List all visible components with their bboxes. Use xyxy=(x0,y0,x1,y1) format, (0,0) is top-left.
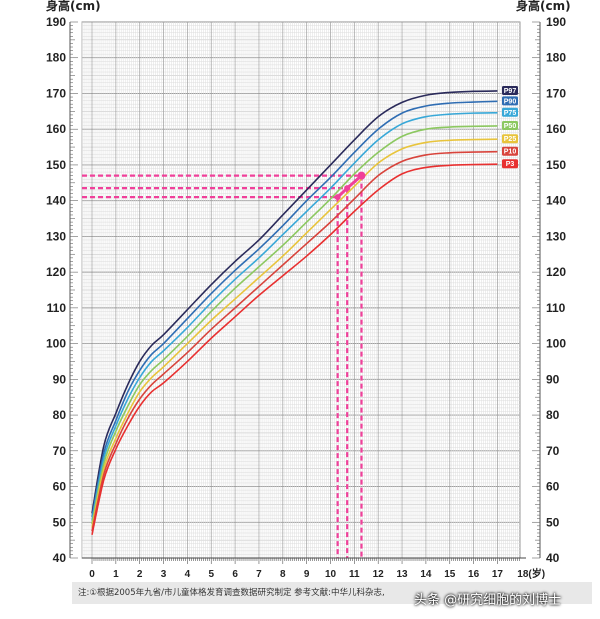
y-tick-label-left: 190 xyxy=(46,15,66,29)
y-tick-label-right: 170 xyxy=(546,86,566,100)
label-box-p25 xyxy=(502,134,518,144)
x-tick-label: 14 xyxy=(420,569,432,580)
x-tick-label: 13 xyxy=(396,569,408,580)
y-tick-label-left: 70 xyxy=(53,444,67,458)
watermark: 头条 @研究细胞的刘博士 xyxy=(414,593,562,608)
trend-arrow-segment xyxy=(336,186,349,199)
label-box-p10 xyxy=(502,146,518,156)
y-tick-label-right: 160 xyxy=(546,122,566,136)
y-tick-label-right: 180 xyxy=(546,51,566,65)
y-tick-label-left: 130 xyxy=(46,229,66,243)
x-tick-label: 11 xyxy=(349,569,360,580)
label-box-p97 xyxy=(502,85,518,95)
x-tick-label: 16 xyxy=(468,569,480,580)
label-box-p3 xyxy=(502,159,518,169)
x-axis-unit: 18(岁) xyxy=(517,567,545,580)
percentile-curves xyxy=(91,90,498,535)
y-tick-label-right: 60 xyxy=(546,480,560,494)
x-tick-label: 0 xyxy=(89,569,95,580)
y-tick-label-left: 140 xyxy=(46,194,66,208)
y-tick-label-right: 100 xyxy=(546,337,566,351)
curve-p97 xyxy=(91,90,498,514)
curve-p75 xyxy=(91,111,498,521)
label-p90: P90 xyxy=(504,98,517,105)
trend-arrow-segment xyxy=(345,174,364,190)
x-tick-label: 10 xyxy=(325,569,337,580)
y-tick-label-right: 140 xyxy=(546,194,566,208)
x-tick-label: 6 xyxy=(232,569,238,580)
y-tick-label-left: 80 xyxy=(53,408,67,422)
label-p97: P97 xyxy=(504,88,517,95)
label-p3: P3 xyxy=(506,161,515,168)
y-tick-label-right: 70 xyxy=(546,444,560,458)
label-p10: P10 xyxy=(504,149,517,156)
label-box-p50 xyxy=(502,120,518,130)
y-axis-label-right: 身高(cm) xyxy=(516,0,571,13)
y-tick-label-left: 90 xyxy=(53,372,67,386)
y-tick-label-right: 110 xyxy=(546,301,566,315)
y-axis-label-left: 身高(cm) xyxy=(46,0,101,13)
x-tick-label: 15 xyxy=(444,569,456,580)
label-p50: P50 xyxy=(504,123,517,130)
y-tick-label-left: 170 xyxy=(46,86,66,100)
curve-p3 xyxy=(91,163,498,535)
label-p25: P25 xyxy=(504,136,517,143)
y-tick-label-right: 90 xyxy=(546,372,560,386)
label-box-p90 xyxy=(502,96,518,106)
curve-p90 xyxy=(91,100,498,518)
y-tick-label-left: 110 xyxy=(47,301,67,315)
x-tick-label: 8 xyxy=(280,569,286,580)
x-tick-label: 3 xyxy=(161,569,167,580)
y-tick-label-left: 150 xyxy=(46,158,66,172)
chart-grid xyxy=(81,21,521,559)
y-tick-label-right: 190 xyxy=(546,15,566,29)
x-tick-label: 7 xyxy=(256,569,262,580)
x-tick-label: 17 xyxy=(492,569,504,580)
x-tick-label: 1 xyxy=(113,569,119,580)
x-tick-label: 5 xyxy=(208,569,214,580)
x-tick-label: 2 xyxy=(137,569,143,580)
x-tick-label: 9 xyxy=(304,569,310,580)
curve-p25 xyxy=(91,138,498,528)
y-tick-label-right: 120 xyxy=(546,265,566,279)
y-tick-label-left: 40 xyxy=(53,551,67,565)
y-tick-label-right: 40 xyxy=(546,551,560,565)
y-tick-label-left: 50 xyxy=(53,515,67,529)
x-tick-label: 12 xyxy=(373,569,385,580)
percentile-labels: P97 P90 P75 P50 P25 P10 P3 xyxy=(502,85,518,169)
y-tick-label-right: 130 xyxy=(546,229,566,243)
y-tick-label-left: 60 xyxy=(53,480,67,494)
y-tick-label-left: 100 xyxy=(46,337,66,351)
curve-p10 xyxy=(91,150,498,532)
percentile-annotations xyxy=(82,174,363,558)
y-tick-label-right: 80 xyxy=(546,408,560,422)
y-tick-label-right: 150 xyxy=(546,158,566,172)
y-tick-label-left: 180 xyxy=(46,51,66,65)
reading-markers xyxy=(334,171,366,201)
label-box-p75 xyxy=(502,107,518,117)
x-tick-label: 4 xyxy=(185,569,191,580)
y-tick-label-left: 120 xyxy=(46,265,66,279)
label-p75: P75 xyxy=(504,110,517,117)
y-tick-label-right: 50 xyxy=(546,515,560,529)
y-tick-label-left: 160 xyxy=(46,122,66,136)
curve-p50 xyxy=(91,125,498,525)
footer-note: 注:①根据2005年九省/市儿童体格发育调查数据研究制定 参考文献:中华儿科杂志… xyxy=(72,582,592,604)
